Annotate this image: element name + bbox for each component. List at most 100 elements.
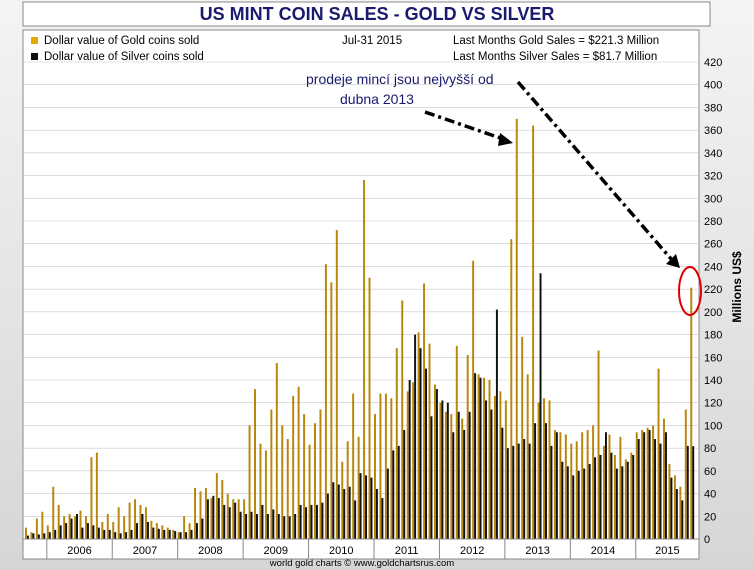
silver-bar (92, 525, 95, 539)
gold-bar (134, 499, 137, 539)
gold-bar (172, 529, 175, 539)
gold-bar (663, 418, 665, 539)
silver-bar (250, 511, 253, 539)
gold-bar (286, 439, 289, 539)
silver-bar (692, 446, 695, 539)
legend-gold-swatch (31, 37, 38, 44)
silver-bar (119, 533, 122, 539)
silver-bar (277, 514, 280, 539)
silver-bar (561, 461, 564, 539)
silver-bar (305, 507, 308, 539)
x-tick-label: 2008 (198, 545, 222, 557)
silver-bar (545, 423, 547, 539)
gold-bar (646, 427, 649, 539)
silver-bar (501, 427, 504, 539)
y-tick-label: 100 (704, 420, 722, 432)
silver-bar (495, 309, 498, 539)
gold-bar (597, 350, 600, 539)
gold-bar (521, 336, 524, 539)
silver-bar (332, 482, 335, 539)
silver-bar (594, 457, 597, 539)
silver-bar (212, 495, 215, 539)
silver-bar (43, 533, 46, 539)
y-tick-label: 0 (704, 534, 710, 546)
gold-bar (395, 348, 398, 539)
gold-bar (166, 527, 169, 539)
gold-bar (472, 260, 475, 539)
silver-bar (555, 432, 558, 539)
gold-bar (221, 479, 224, 539)
y-tick-label: 260 (704, 239, 722, 251)
gold-bar (177, 532, 180, 539)
silver-bar (26, 535, 29, 539)
gold-bar (150, 520, 153, 539)
silver-bar (245, 514, 248, 539)
silver-bar (228, 507, 231, 539)
gold-bar (346, 441, 349, 539)
x-tick-label: 2011 (395, 545, 419, 557)
silver-bar (577, 470, 580, 539)
gold-bar (368, 277, 371, 539)
y-tick-label: 320 (704, 171, 722, 183)
silver-bar (435, 389, 438, 539)
gold-bar (575, 441, 578, 539)
gold-bar (275, 362, 278, 539)
gold-bar (324, 264, 327, 539)
gold-bar (439, 402, 442, 539)
annotation-arrow-left (424, 110, 507, 142)
gold-bar (559, 432, 562, 539)
silver-bar (375, 489, 378, 539)
silver-bar (337, 484, 340, 539)
silver-bar (681, 500, 684, 539)
annotation-arrow-right (516, 80, 674, 262)
legend-silver-last: Last Months Silver Sales = $81.7 Million (453, 51, 657, 63)
y-tick-label: 180 (704, 330, 722, 342)
gold-bar (90, 457, 93, 539)
gold-bar (510, 239, 513, 540)
annotation-arrowhead-right (666, 254, 680, 268)
silver-bar (686, 445, 689, 539)
y-tick-label: 240 (704, 261, 722, 273)
silver-bar (157, 528, 160, 539)
silver-bar (54, 529, 57, 539)
gold-bar (161, 525, 164, 539)
silver-bar (506, 448, 509, 539)
silver-bar (343, 489, 346, 539)
silver-bar (86, 523, 89, 539)
x-axis-band (22, 538, 700, 560)
silver-bar (637, 439, 640, 539)
y-tick-label: 60 (704, 466, 716, 478)
silver-bar (441, 400, 444, 539)
y-tick-label: 80 (704, 443, 716, 455)
silver-bar (174, 531, 177, 539)
silver-bar (48, 532, 51, 539)
silver-bar (108, 529, 111, 539)
gold-bar (423, 283, 426, 539)
silver-bar (365, 475, 368, 539)
gold-bar (548, 400, 551, 539)
silver-bar (534, 423, 537, 539)
gold-bar (232, 499, 235, 539)
gold-bar (41, 511, 44, 539)
silver-bar (288, 516, 291, 539)
gold-bar (319, 409, 322, 539)
grid (23, 61, 699, 517)
silver-bar (528, 443, 531, 539)
y-tick-label: 220 (704, 284, 722, 296)
silver-bar (457, 411, 460, 539)
silver-bar (539, 273, 542, 539)
annotation-line1: prodeje mincí jsou nejvyšší od (306, 71, 494, 87)
gold-bar (101, 521, 104, 539)
gold-bar (281, 425, 284, 539)
silver-bar (397, 445, 400, 539)
silver-bar (414, 334, 417, 539)
gold-bar (341, 461, 344, 539)
annotation-line2: dubna 2013 (340, 91, 414, 107)
y-tick-label: 400 (704, 80, 722, 92)
silver-bar (32, 533, 35, 539)
gold-bar (95, 452, 98, 539)
silver-bar (255, 514, 258, 539)
gold-bar (412, 382, 415, 539)
gold-bar (210, 498, 213, 539)
gold-bar (194, 487, 197, 539)
